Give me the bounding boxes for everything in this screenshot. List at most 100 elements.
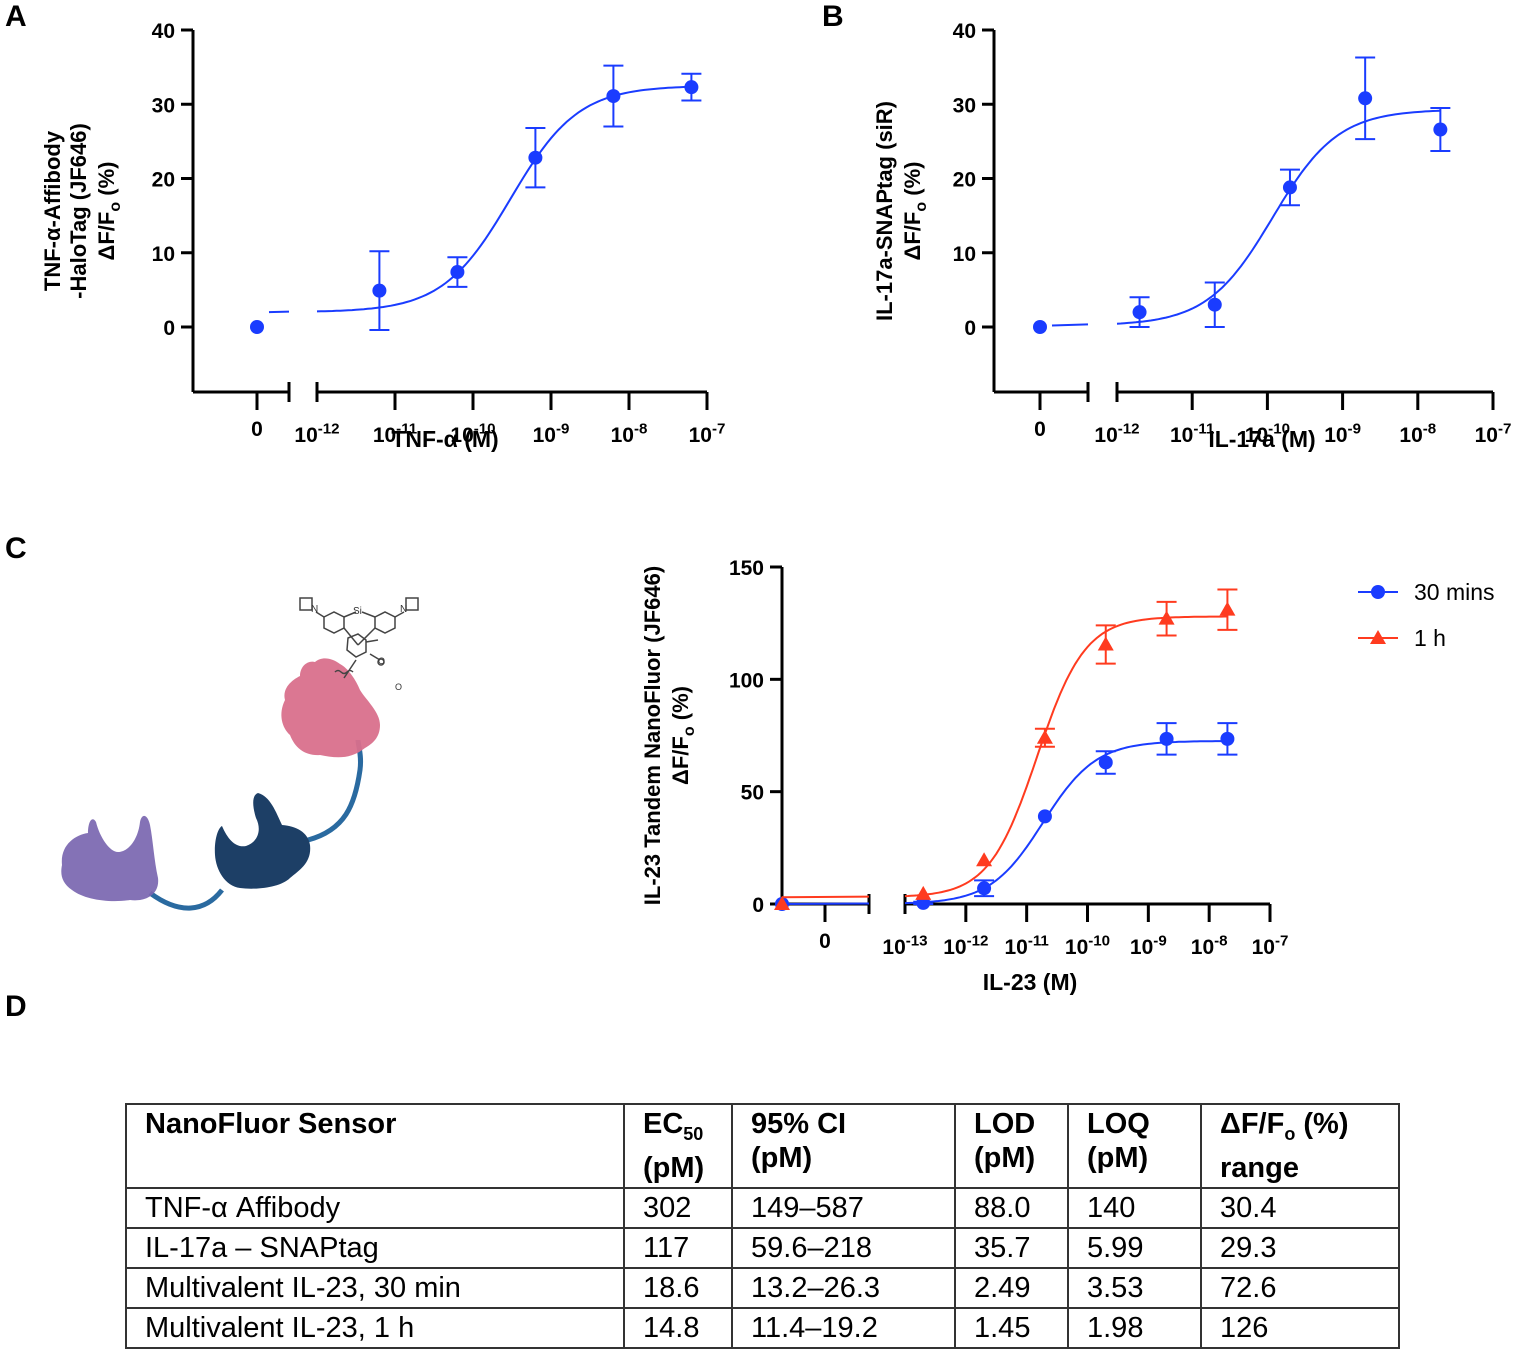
data-point-circle: [1159, 731, 1174, 746]
cell-ec50: 302: [623, 1186, 733, 1229]
header-loq-label: LOQ: [1087, 1108, 1150, 1140]
cell-ci: 13.2–26.3: [731, 1266, 956, 1309]
y-tick-label: 50: [741, 782, 764, 805]
x-tick-label: 10-8: [611, 421, 648, 447]
data-point-circle: [1358, 91, 1373, 106]
chart-c: 0 50 100 150 0 10-13 10-12 10-11 10-10 10-9 10-8 10…: [640, 557, 1495, 995]
cell-range: 30.4: [1200, 1186, 1400, 1229]
header-range-suffix: (%): [1295, 1108, 1349, 1140]
data-point-triangle: [915, 885, 932, 900]
y-tick-label: 20: [953, 169, 976, 192]
y-tick-label: 150: [729, 557, 764, 580]
x-tick-label: 10-8: [1399, 421, 1436, 447]
cell-loq: 140: [1067, 1186, 1202, 1229]
y-tick-label: 10: [953, 243, 976, 266]
data-point-circle: [1033, 320, 1047, 334]
header-range-line2: range: [1220, 1151, 1299, 1184]
x-tick-label: 10-13: [882, 933, 927, 959]
x-tick-label: 10-11: [1004, 933, 1048, 959]
legend-label: 1 h: [1414, 625, 1446, 651]
cell-sensor: Multivalent IL-23, 30 min: [125, 1266, 625, 1309]
x-tick-label: 10-7: [1252, 933, 1289, 959]
dye-atom-o-ring: O: [378, 656, 385, 666]
fit-curve-baseline: [781, 902, 870, 905]
data-point-triangle: [774, 896, 790, 910]
cell-sensor: TNF-α Affibody: [125, 1186, 625, 1229]
data-point-circle: [1371, 585, 1385, 599]
y-tick-label: 100: [729, 669, 764, 692]
data-point-circle: [977, 881, 992, 896]
data-point-circle: [250, 320, 264, 334]
header-lod-label: LOD: [974, 1108, 1036, 1140]
x-tick-label: 10-7: [1475, 421, 1512, 447]
table-row: TNF-α Affibody 302 149–587 88.0 140 30.4: [125, 1186, 1400, 1229]
x-tick-label: 10-11: [1170, 421, 1214, 447]
x-tick-label: 10-7: [689, 421, 726, 447]
y-axis-title-line: ΔF/Fo (%): [668, 686, 698, 785]
dye-structure: [299, 597, 419, 679]
cell-ci: 149–587: [731, 1186, 956, 1229]
fit-curve-30-mins: [904, 740, 1228, 905]
panel-label-d: D: [5, 990, 27, 1023]
x-tick-label: 10-9: [533, 421, 570, 447]
data-point-triangle: [1097, 636, 1114, 651]
header-lod: LOD (pM): [954, 1103, 1069, 1189]
results-table: NanoFluor Sensor EC50 (pM) 95% CI (pM) LOD…: [125, 1103, 1400, 1349]
data-point-circle: [372, 283, 387, 298]
cell-ec50: 18.6: [623, 1266, 733, 1309]
dye-atom-o-carbonyl: O: [395, 682, 402, 692]
cell-ci: 11.4–19.2: [731, 1306, 956, 1349]
pink-protein: [281, 658, 380, 758]
y-axis-title-line: ΔF/Fo (%): [94, 162, 124, 261]
chart-a: 0 10 20 30 40 0 10-12 10-11 10-10 10-9 10-8 10-7 TNF…: [40, 20, 725, 452]
x-tick-label: 0: [819, 930, 831, 953]
x-tick-label: 0: [1034, 418, 1046, 441]
y-tick-label: 10: [152, 243, 175, 266]
data-point-triangle: [1158, 610, 1175, 625]
cell-range: 29.3: [1200, 1226, 1400, 1269]
y-axis-title-line: TNF-α-Affibody: [40, 130, 65, 291]
linker-lower: [148, 888, 224, 911]
panel-label-b: B: [822, 0, 844, 33]
header-ci-label: 95% CI: [751, 1108, 847, 1140]
x-tick-label: 10-9: [1324, 421, 1361, 447]
x-tick-label: 10-12: [294, 421, 339, 447]
y-tick-label: 20: [152, 169, 175, 192]
cell-lod: 35.7: [954, 1226, 1069, 1269]
header-range-sub: o: [1284, 1123, 1296, 1144]
x-tick-label: 10-11: [373, 421, 417, 447]
data-point-triangle: [1370, 630, 1386, 644]
cell-loq: 3.53: [1067, 1266, 1202, 1309]
y-axis-title-line: ΔF/Fo (%): [900, 162, 930, 261]
header-loq-unit: (pM): [1087, 1142, 1149, 1174]
header-ec50-sub: 50: [683, 1123, 704, 1144]
table-row: Multivalent IL-23, 1 h 14.8 11.4–19.2 1.…: [125, 1306, 1400, 1349]
data-point-circle: [1037, 809, 1052, 824]
header-ec50-label: EC: [643, 1108, 684, 1140]
data-point-circle: [1132, 305, 1147, 320]
data-point-circle: [1220, 731, 1235, 746]
y-axis-title-line: IL-17a-SNAPtag (siR): [872, 101, 897, 321]
purple-protein: [61, 815, 159, 902]
cell-loq: 5.99: [1067, 1226, 1202, 1269]
x-tick-label: 10-10: [1065, 933, 1110, 959]
cell-sensor: Multivalent IL-23, 1 h: [125, 1306, 625, 1349]
data-point-circle: [450, 265, 465, 280]
dye-atom-n-right: N: [400, 604, 407, 615]
legend-label: 30 mins: [1414, 579, 1495, 605]
y-tick-label: 40: [953, 20, 976, 43]
y-axis-title-line: -HaloTag (JF646): [66, 123, 91, 299]
cell-ec50: 117: [623, 1226, 733, 1269]
x-tick-label: 10-12: [1094, 421, 1139, 447]
table-header-row: NanoFluor Sensor EC50 (pM) 95% CI (pM) LOD…: [125, 1103, 1400, 1189]
header-ec50: EC50 (pM): [623, 1103, 733, 1189]
x-axis-title: IL-17a (M): [1208, 426, 1315, 452]
y-tick-label: 0: [163, 317, 175, 340]
y-tick-label: 0: [964, 317, 976, 340]
header-range: ΔF/Fo (%) range: [1200, 1103, 1400, 1189]
data-point-circle: [1098, 755, 1113, 770]
data-point-triangle: [1219, 601, 1236, 616]
y-tick-label: 0: [752, 894, 764, 917]
chart-b: 0 10 20 30 40 0 10-12 10-11 10-10 10-9 10-8 10-7 IL-…: [872, 20, 1511, 452]
header-loq: LOQ (pM): [1067, 1103, 1202, 1189]
